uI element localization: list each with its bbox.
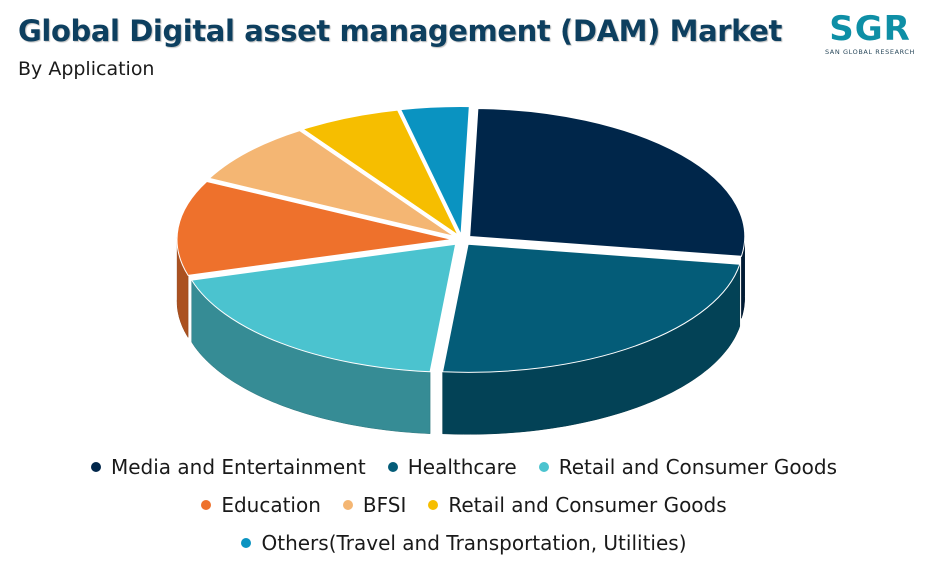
legend-label: Media and Entertainment [110, 455, 366, 479]
legend-row-1: Education BFSI Retail and Consumer Goods [0, 486, 928, 524]
pie-slice-2 [190, 243, 457, 373]
pie-slice-6 [399, 106, 470, 237]
pie-tops [176, 106, 746, 373]
legend-item: Retail and Consumer Goods [538, 448, 838, 486]
chart-title: Global Digital asset management (DAM) Ma… [18, 14, 782, 48]
chart-subtitle: By Application [18, 58, 155, 80]
legend-dot-icon [538, 461, 549, 472]
legend-label: Healthcare [407, 455, 517, 479]
pie-sides [176, 234, 745, 435]
pie-slice-0 [469, 107, 746, 257]
chart-legend: Media and Entertainment Healthcare Retail … [0, 448, 928, 562]
legend-label: Retail and Consumer Goods [448, 493, 727, 517]
pie-slice-3 [176, 180, 453, 276]
logo-mark: SGR [829, 9, 911, 49]
legend-label: BFSI [362, 493, 407, 517]
pie-slice-5 [301, 109, 460, 237]
legend-label: Others(Travel and Transportation, Utilit… [261, 531, 687, 555]
logo-tagline: SAN GLOBAL RESEARCH [824, 48, 916, 56]
legend-item: BFSI [342, 486, 407, 524]
pie-chart [176, 106, 746, 435]
legend-item: Media and Entertainment [90, 448, 366, 486]
legend-label: Retail and Consumer Goods [558, 455, 838, 479]
brand-logo: SGR SAN GLOBAL RESEARCH [818, 10, 922, 60]
legend-item: Healthcare [387, 448, 517, 486]
legend-row-0: Media and Entertainment Healthcare Retail … [0, 448, 928, 486]
legend-row-2: Others(Travel and Transportation, Utilit… [0, 524, 928, 562]
legend-dot-icon [428, 499, 439, 510]
pie-slice-1 [441, 243, 741, 373]
pie-slice-4 [208, 130, 455, 237]
legend-dot-icon [342, 499, 353, 510]
legend-item: Others(Travel and Transportation, Utilit… [241, 524, 687, 562]
legend-label: Education [221, 493, 321, 517]
legend-item: Education [201, 486, 321, 524]
legend-item: Retail and Consumer Goods [428, 486, 727, 524]
legend-dot-icon [201, 499, 212, 510]
legend-dot-icon [90, 461, 101, 472]
legend-dot-icon [241, 537, 252, 548]
legend-dot-icon [387, 461, 398, 472]
